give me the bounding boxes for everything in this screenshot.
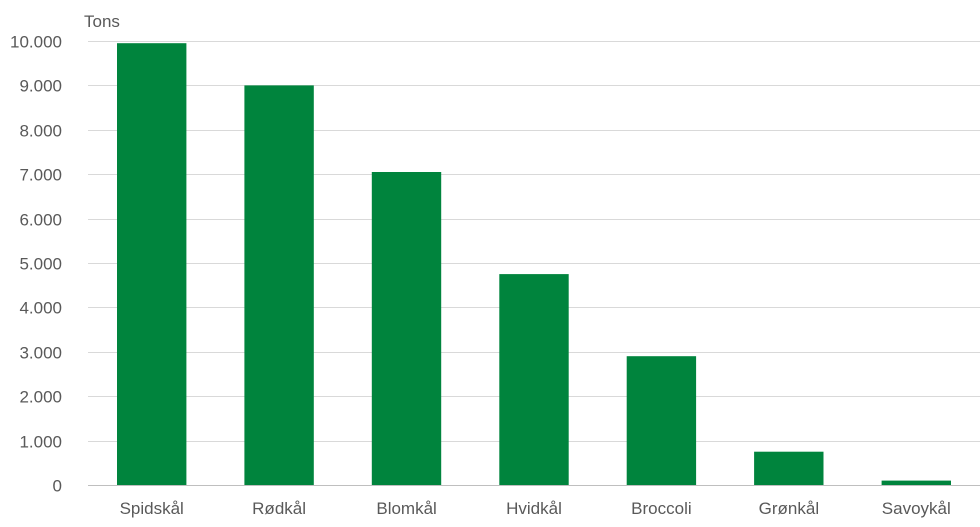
y-tick-label: 9.000	[19, 77, 62, 96]
y-tick-label: 5.000	[19, 255, 62, 274]
bars	[117, 43, 951, 485]
bar-broccoli	[627, 356, 696, 485]
bar-spidskål	[117, 43, 186, 485]
bar-rødkål	[244, 85, 313, 485]
x-tick-label: Broccoli	[631, 499, 691, 518]
y-tick-label: 0	[53, 477, 62, 496]
x-tick-label: Blomkål	[376, 499, 436, 518]
y-tick-label: 6.000	[19, 211, 62, 230]
x-tick-label: Savoykål	[882, 499, 951, 518]
x-tick-label: Spidskål	[120, 499, 184, 518]
x-tick-label: Rødkål	[252, 499, 306, 518]
bar-hvidkål	[499, 274, 568, 485]
y-tick-label: 7.000	[19, 166, 62, 185]
y-tick-label: 8.000	[19, 122, 62, 141]
x-tick-label: Hvidkål	[506, 499, 562, 518]
bar-grønkål	[754, 452, 823, 485]
bar-savoykål	[882, 481, 951, 485]
y-tick-label: 2.000	[19, 388, 62, 407]
x-tick-label: Grønkål	[759, 499, 819, 518]
y-tick-label: 10.000	[10, 33, 62, 52]
bar-blomkål	[372, 172, 441, 485]
y-tick-label: 1.000	[19, 433, 62, 452]
y-tick-label: 4.000	[19, 299, 62, 318]
y-tick-label: 3.000	[19, 344, 62, 363]
x-axis-ticks: Spidskål Rødkål Blomkål Hvidkål Broccoli Grøn…	[120, 499, 951, 518]
y-axis-ticks: 0 1.000 2.000 3.000 4.000 5.000 6.000 7.000 8.00…	[10, 33, 62, 496]
y-axis-label: Tons	[84, 12, 120, 31]
